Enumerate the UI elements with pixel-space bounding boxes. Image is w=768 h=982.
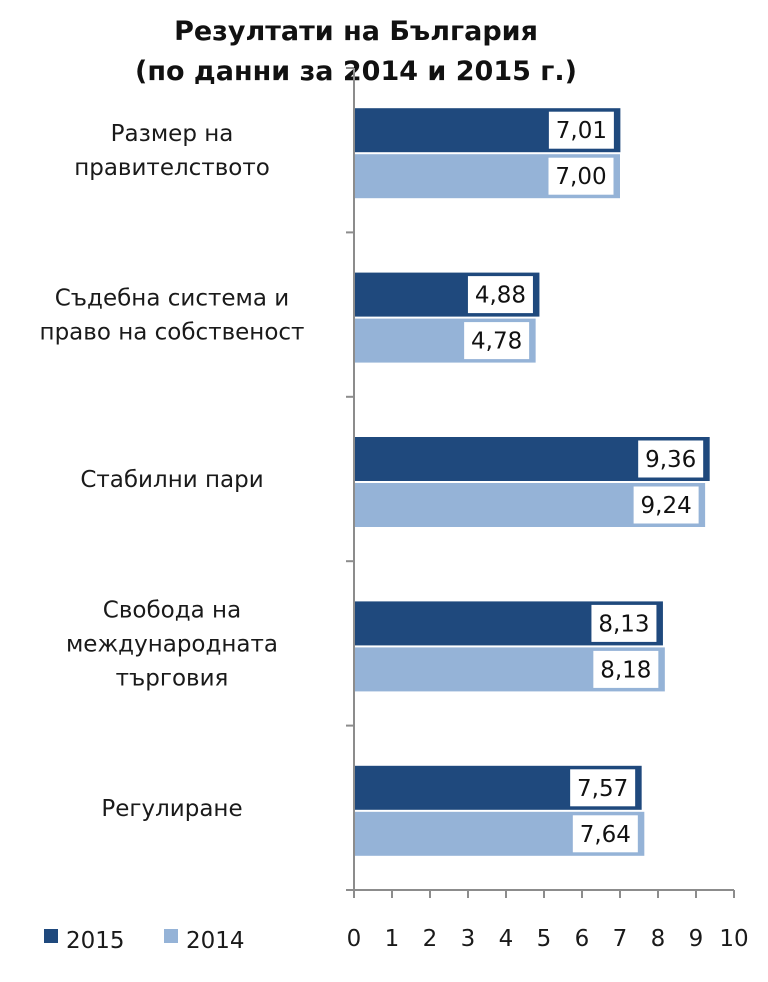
data-label: 9,24 — [641, 493, 692, 519]
data-label-box — [463, 321, 531, 361]
x-tick-label: 1 — [385, 926, 400, 952]
chart-title-line: Резултати на България — [174, 16, 538, 47]
data-label-box — [571, 814, 639, 854]
data-label: 9,36 — [645, 447, 696, 473]
data-label-box — [466, 275, 534, 315]
x-tick-label: 7 — [613, 926, 628, 952]
chart-title-line: (по данни за 2014 и 2015 г.) — [135, 56, 577, 87]
data-label: 7,00 — [555, 164, 606, 190]
data-label: 8,18 — [600, 657, 651, 683]
data-label-box — [547, 156, 615, 196]
data-label: 7,57 — [577, 776, 628, 802]
legend-label: 2015 — [66, 928, 125, 954]
category-label: Съдебна система и — [55, 286, 289, 312]
category-label: международната — [66, 631, 278, 657]
data-label: 4,88 — [475, 283, 526, 309]
data-label: 7,64 — [580, 822, 631, 848]
category-label: правителството — [74, 155, 270, 181]
x-tick-label: 4 — [499, 926, 514, 952]
x-tick-label: 2 — [423, 926, 438, 952]
x-tick-label: 10 — [719, 926, 748, 952]
data-label-box — [637, 439, 705, 479]
legend-label: 2014 — [186, 928, 245, 954]
legend: 2015 2014 — [44, 928, 245, 954]
data-label-box — [632, 485, 700, 525]
axes: 0 1 2 3 4 5 6 7 8 9 10 — [346, 67, 749, 952]
x-tick-label: 3 — [461, 926, 476, 952]
x-tick-label: 9 — [689, 926, 704, 952]
data-label: 8,13 — [598, 611, 649, 637]
data-label-box — [590, 603, 658, 643]
category-label: право на собственост — [40, 320, 305, 346]
x-tick-label: 0 — [347, 926, 362, 952]
data-label-box — [547, 110, 615, 150]
category-label: Регулиране — [101, 796, 242, 822]
chart-title: Резултати на България (по данни за 2014 и… — [135, 16, 577, 87]
category-label: Стабилни пари — [80, 467, 263, 493]
category-label: търговия — [116, 665, 229, 691]
legend-swatch-2014 — [164, 929, 178, 943]
category-label: Свобода на — [103, 597, 241, 623]
data-label-box — [592, 649, 660, 689]
x-tick-label: 8 — [651, 926, 666, 952]
data-label-box — [569, 768, 637, 808]
category-labels: Размер на правителството Съдебна система и… — [40, 121, 305, 822]
data-label: 4,78 — [471, 329, 522, 355]
category-label: Размер на — [111, 121, 234, 147]
data-label: 7,01 — [556, 118, 607, 144]
x-tick-label: 6 — [575, 926, 590, 952]
bars: 7,01 7,00 4,88 4,78 9,36 9,24 8,13 8,18 7,57 7,64 — [354, 108, 710, 856]
x-tick-label: 5 — [537, 926, 552, 952]
legend-swatch-2015 — [44, 929, 58, 943]
